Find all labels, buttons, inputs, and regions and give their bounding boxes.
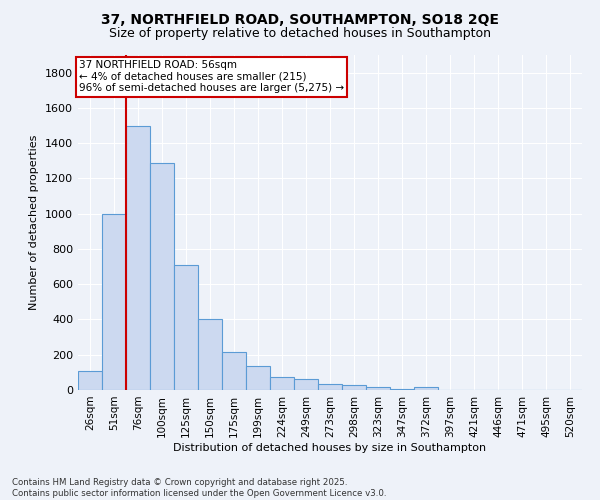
Bar <box>150 162 174 390</box>
Bar <box>366 388 390 390</box>
Bar <box>198 320 222 390</box>
Bar <box>222 352 246 390</box>
X-axis label: Distribution of detached houses by size in Southampton: Distribution of detached houses by size … <box>173 442 487 452</box>
Bar <box>390 389 414 390</box>
Bar <box>318 384 342 390</box>
Bar <box>270 377 294 390</box>
Bar <box>342 384 366 390</box>
Bar <box>102 214 126 390</box>
Text: 37, NORTHFIELD ROAD, SOUTHAMPTON, SO18 2QE: 37, NORTHFIELD ROAD, SOUTHAMPTON, SO18 2… <box>101 12 499 26</box>
Bar <box>294 380 318 390</box>
Text: Contains HM Land Registry data © Crown copyright and database right 2025.
Contai: Contains HM Land Registry data © Crown c… <box>12 478 386 498</box>
Bar <box>414 387 438 390</box>
Bar <box>126 126 150 390</box>
Bar <box>174 265 198 390</box>
Bar <box>78 370 102 390</box>
Text: 37 NORTHFIELD ROAD: 56sqm
← 4% of detached houses are smaller (215)
96% of semi-: 37 NORTHFIELD ROAD: 56sqm ← 4% of detach… <box>79 60 344 94</box>
Y-axis label: Number of detached properties: Number of detached properties <box>29 135 40 310</box>
Text: Size of property relative to detached houses in Southampton: Size of property relative to detached ho… <box>109 28 491 40</box>
Bar <box>246 366 270 390</box>
